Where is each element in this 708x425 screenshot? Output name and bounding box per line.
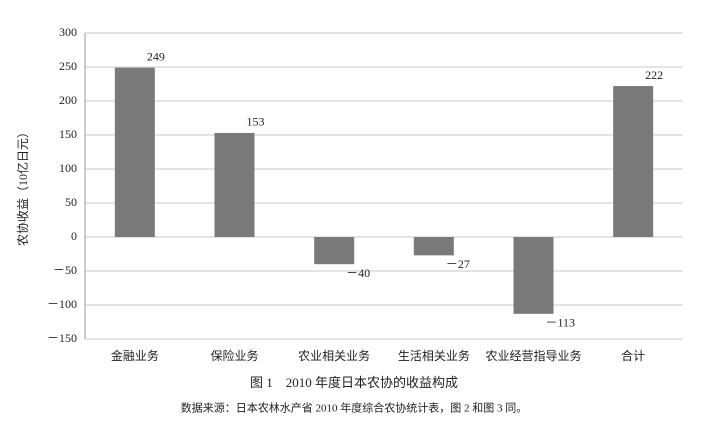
y-tick-label: 0 bbox=[71, 229, 77, 243]
value-label: 249 bbox=[147, 49, 165, 63]
bar bbox=[314, 237, 355, 265]
bar bbox=[413, 237, 454, 256]
y-axis-label: 农协收益（10亿日元） bbox=[15, 126, 30, 246]
y-tick-label: 150 bbox=[59, 127, 77, 141]
caption: 图 1 2010 年度日本农协的收益构成 bbox=[250, 375, 458, 390]
y-tick-label: －150 bbox=[47, 331, 77, 345]
y-tick-label: 300 bbox=[59, 25, 77, 39]
value-label: －40 bbox=[346, 266, 370, 280]
x-tick-label: 合计 bbox=[621, 348, 645, 363]
x-tick-label: 保险业务 bbox=[210, 348, 258, 363]
y-tick-label: －100 bbox=[47, 297, 77, 311]
value-label: －27 bbox=[446, 257, 470, 271]
bar bbox=[513, 237, 554, 314]
bar bbox=[214, 132, 255, 237]
y-tick-label: 100 bbox=[59, 161, 77, 175]
value-label: 222 bbox=[645, 68, 663, 82]
x-tick-label: 金融业务 bbox=[111, 348, 159, 363]
y-tick-label: 50 bbox=[65, 195, 77, 209]
x-tick-label: 农业相关业务 bbox=[298, 348, 370, 363]
y-tick-label: 250 bbox=[59, 59, 77, 73]
bar bbox=[613, 86, 654, 237]
source: 数据来源：日本农林水产省 2010 年度综合农协统计表，图 2 和图 3 同。 bbox=[181, 401, 528, 415]
value-label: 153 bbox=[247, 115, 265, 129]
value-label: －113 bbox=[546, 316, 576, 330]
x-tick-label: 农业经营指导业务 bbox=[485, 348, 581, 363]
bar bbox=[114, 67, 155, 238]
y-tick-label: －50 bbox=[53, 263, 77, 277]
y-tick-label: 200 bbox=[59, 93, 77, 107]
x-tick-label: 生活相关业务 bbox=[398, 348, 470, 363]
